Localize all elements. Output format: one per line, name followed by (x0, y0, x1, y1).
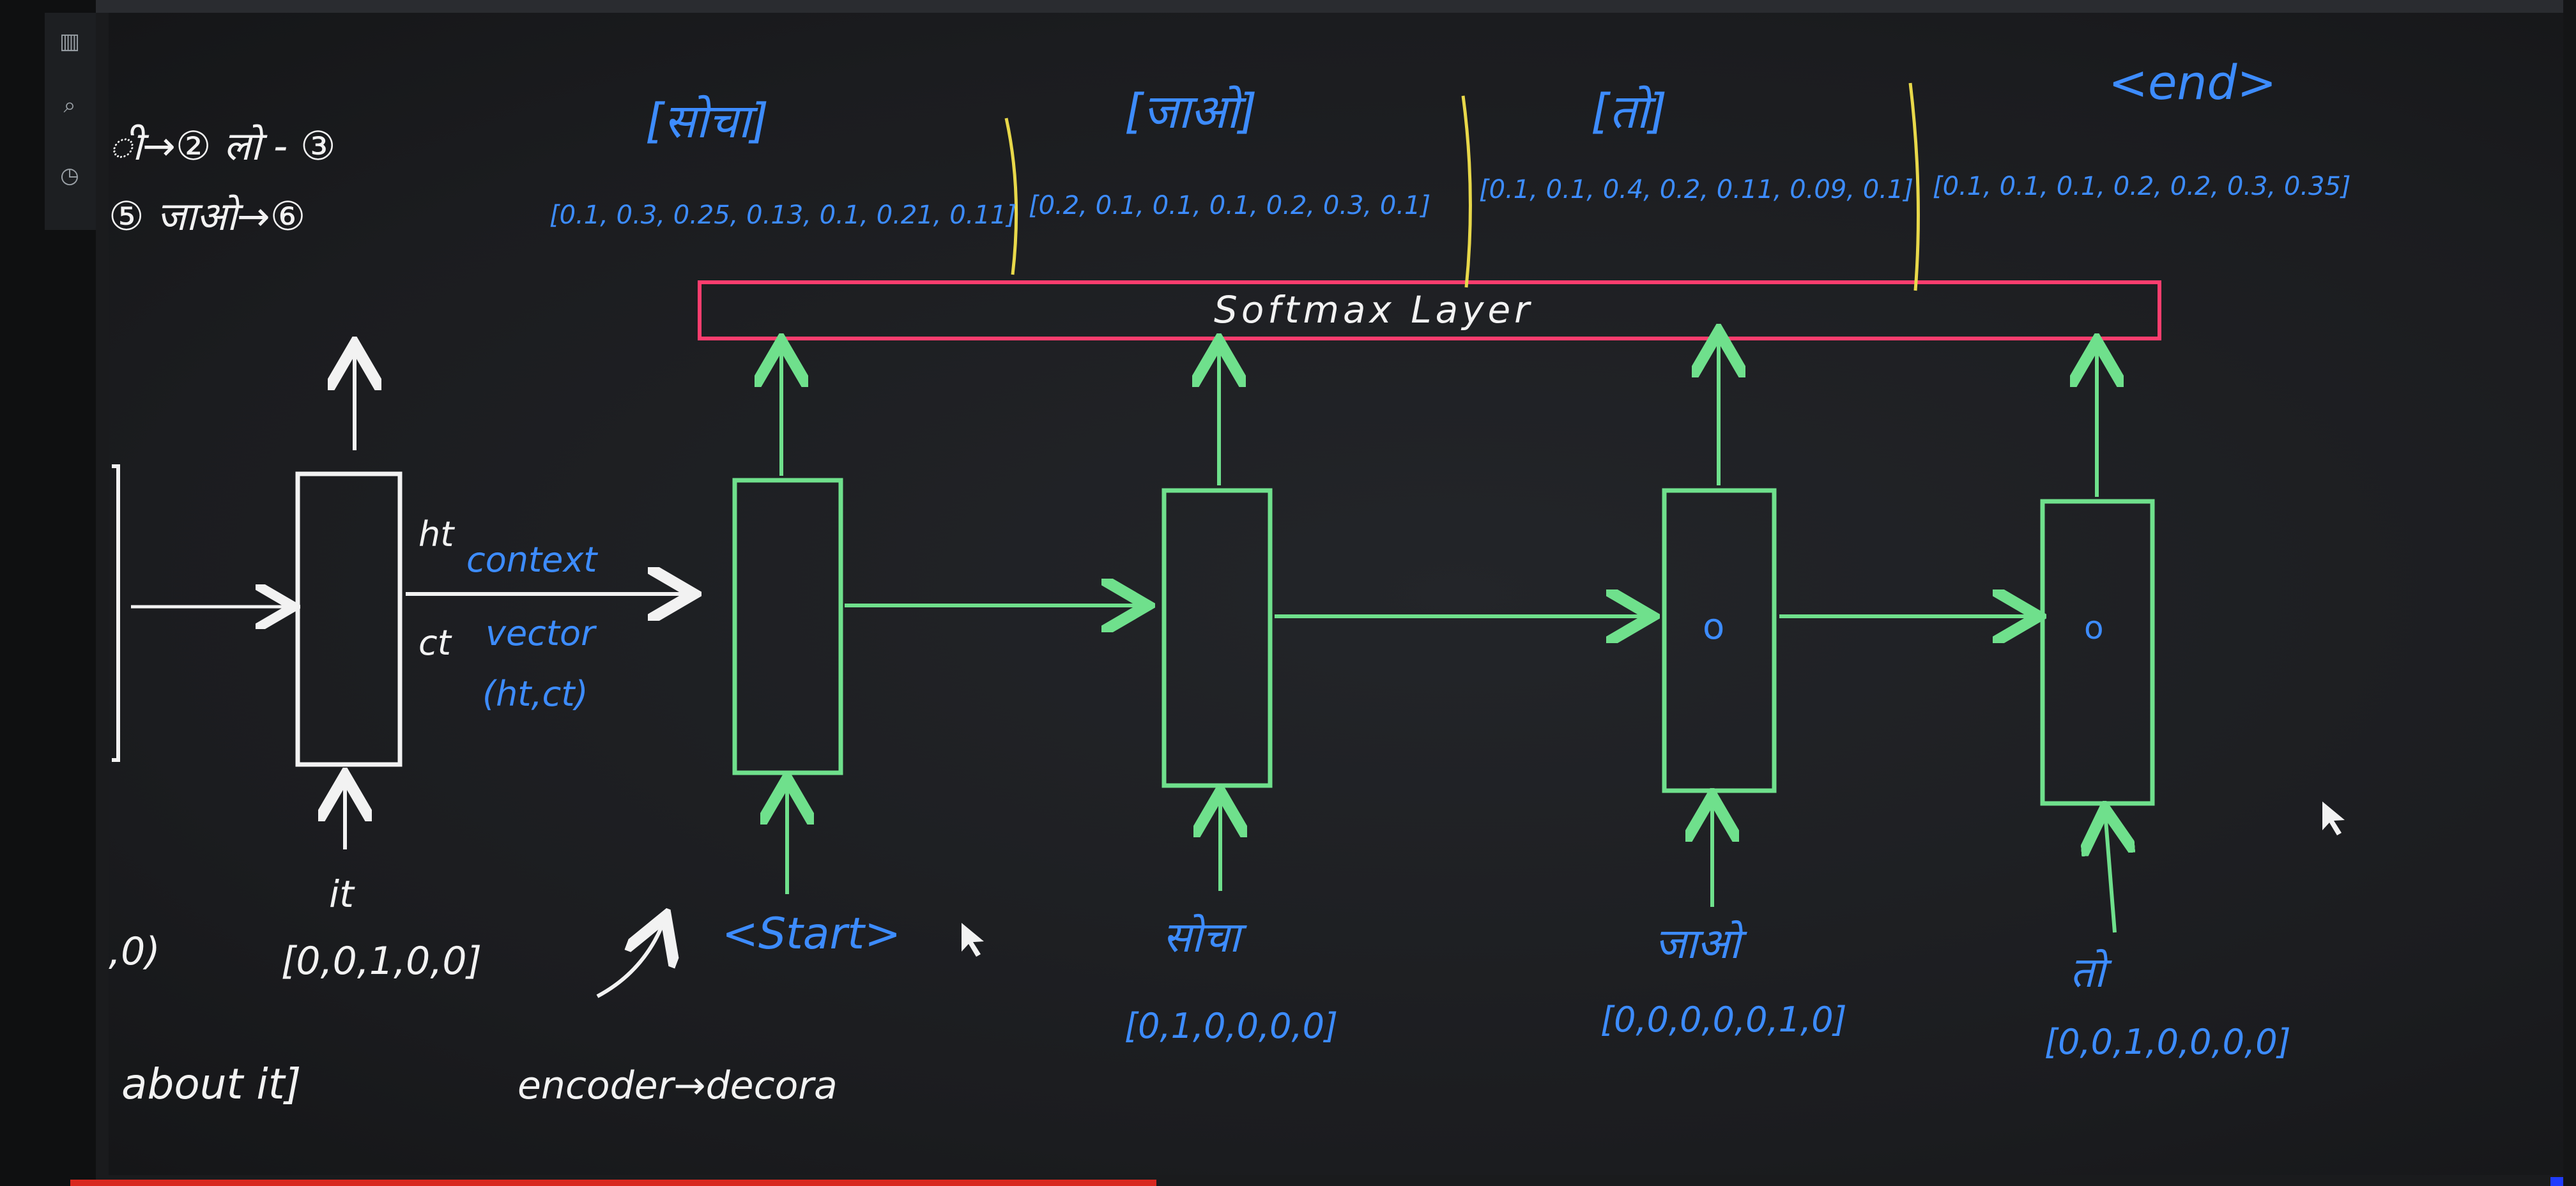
decoder-cell-2 (1162, 488, 1273, 788)
separator-brace-3 (1908, 82, 1920, 291)
output-word-4: <end> (2108, 56, 2276, 110)
softmax-layer (698, 280, 2161, 340)
progress-bar (70, 1180, 1156, 1186)
output-probs-2: [0.2, 0.1, 0.1, 0.1, 0.2, 0.3, 0.1] (1029, 191, 1430, 220)
input-arrow-4 (2105, 812, 2115, 933)
decoder-input-word-1: <Start> (722, 909, 901, 959)
context-label-line3: (ht,ct) (482, 674, 588, 714)
about-note: about it] (121, 1060, 301, 1109)
context-label-line1: context (466, 540, 598, 580)
vocab-note-line1: ी→② लो - ③ (109, 123, 336, 169)
history-icon[interactable]: ◷ (60, 163, 79, 188)
app-toolbar: ▥ ⌕ ◷ (45, 13, 96, 230)
left-vector-fragment: ,0) (109, 929, 160, 974)
decoder-cell-1 (732, 478, 843, 775)
output-word-2: [जाओ] (1124, 84, 1257, 139)
decoder-cell-4 (2040, 499, 2155, 806)
encoder-cell (295, 471, 402, 767)
context-label-line2: vector (486, 613, 597, 653)
monitor-right-bezel (2563, 0, 2576, 1186)
output-probs-1: [0.1, 0.3, 0.25, 0.13, 0.1, 0.21, 0.11] (549, 201, 1016, 230)
encoder-decoder-note: encoder→decora (518, 1063, 838, 1108)
library-icon[interactable]: ▥ (59, 29, 80, 54)
vocab-note-line2: ⑤ जाओ→⑥ (109, 193, 305, 239)
encoder-input-vector: [0,0,1,0,0] (281, 939, 482, 984)
softmax-label: Softmax Layer (1214, 288, 1533, 331)
decoder-input-word-3: जाओ (1655, 919, 1747, 968)
decoder-cell-4-mark: o (2084, 609, 2104, 646)
encoder-c-label: ct (418, 623, 452, 663)
mouse-cursor-icon (962, 923, 984, 957)
output-word-1: [सोचा] (645, 94, 769, 149)
decoder-input-word-2: सोचा (1163, 913, 1248, 962)
mouse-cursor-icon (2322, 802, 2345, 835)
decoder-input-vector-2: [0,1,0,0,0,0] (1124, 1006, 1338, 1046)
encoder-input-label: it (329, 872, 355, 916)
monitor-top-bezel (0, 0, 2576, 13)
enc-dec-pointer-arrow (596, 920, 664, 998)
output-probs-3: [0.1, 0.1, 0.4, 0.2, 0.11, 0.09, 0.1] (1479, 175, 1913, 204)
separator-brace-2 (1461, 95, 1472, 288)
decoder-input-word-4: तो (2070, 948, 2113, 997)
separator-brace-1 (1004, 118, 1018, 275)
output-probs-4: [0.1, 0.1, 0.1, 0.2, 0.2, 0.3, 0.35] (1933, 172, 2351, 201)
decoder-input-vector-4: [0,0,1,0,0,0,0] (2044, 1022, 2291, 1062)
decoder-input-vector-3: [0,0,0,0,0,1,0] (1600, 1000, 1847, 1040)
decoder-cell-3-mark: o (1703, 606, 1724, 648)
encoder-h-label: ht (418, 514, 455, 554)
search-icon[interactable]: ⌕ (63, 93, 76, 118)
previous-encoder-cell (112, 464, 120, 762)
output-word-3: [तो] (1591, 84, 1667, 139)
